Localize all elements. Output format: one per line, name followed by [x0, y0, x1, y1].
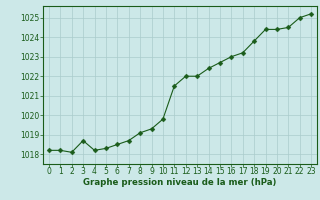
- X-axis label: Graphe pression niveau de la mer (hPa): Graphe pression niveau de la mer (hPa): [83, 178, 277, 187]
